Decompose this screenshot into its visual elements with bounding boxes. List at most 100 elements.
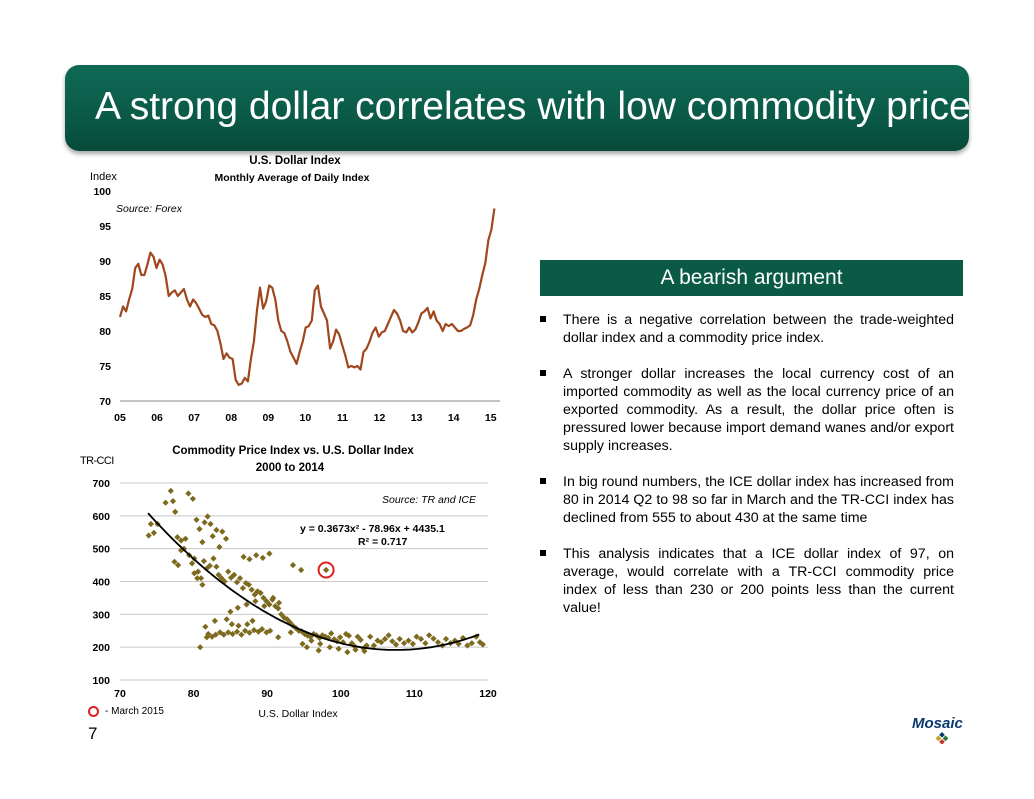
scatter-point — [167, 487, 174, 495]
chart2-y-tick-label: 300 — [92, 609, 110, 621]
scatter-point — [303, 644, 311, 651]
scatter-point — [409, 640, 417, 648]
chart2-equation: y = 0.3673x² - 78.96x + 4435.1 — [300, 523, 445, 535]
scatter-point — [259, 554, 266, 562]
scatter-point — [253, 552, 260, 559]
scatter-point — [297, 566, 305, 574]
chart1-y-tick-label: 95 — [99, 221, 111, 233]
scatter-point — [204, 513, 211, 520]
scatter-point — [199, 538, 206, 546]
logo-text: Mosaic — [912, 715, 964, 732]
scatter-point — [244, 621, 251, 628]
chart1-x-tick-label: 11 — [337, 412, 348, 424]
scatter-point — [145, 532, 152, 539]
chart1-subtitle: Monthly Average of Daily Index — [214, 172, 369, 184]
chart1-source: Source: Forex — [116, 203, 183, 215]
scatter-point — [222, 535, 230, 542]
chart2-trendline — [147, 512, 480, 651]
square-bullet-icon — [540, 316, 546, 322]
dollar-index-line-chart: U.S. Dollar Index Monthly Average of Dai… — [90, 155, 500, 424]
chart1-title: U.S. Dollar Index — [249, 155, 341, 167]
chart2-y-tick-label: 500 — [92, 544, 110, 556]
chart1-y-tick-label: 100 — [93, 186, 111, 198]
scatter-point — [260, 594, 267, 602]
scatter-point — [169, 497, 177, 505]
chart2-axes: 100 200 300 400 500 600 700 70 80 90 100 110 120 — [92, 478, 496, 700]
scatter-point — [240, 553, 247, 561]
bullet-item: There is a negative correlation between … — [540, 311, 954, 347]
scatter-point — [201, 519, 208, 526]
chart2-y-tick-label: 700 — [92, 478, 110, 490]
chart1-x-tick-label: 14 — [448, 412, 460, 424]
scatter-point — [425, 632, 433, 639]
march-legend: - March 2015 — [88, 706, 164, 717]
chart2-r-squared: R² = 0.717 — [358, 536, 407, 548]
scatter-point — [246, 556, 253, 563]
chart1-x-tick-label: 08 — [225, 412, 237, 424]
chart2-xlabel: U.S. Dollar Index — [258, 708, 338, 720]
scatter-point — [248, 586, 255, 593]
chart2-x-tick-label: 120 — [479, 688, 497, 700]
chart1-y-tick-label: 90 — [99, 256, 111, 268]
red-circle-icon — [88, 706, 99, 717]
chart2-x-tick-label: 70 — [114, 688, 126, 700]
square-bullet-icon — [540, 550, 546, 556]
chart2-x-tick-label: 80 — [188, 688, 200, 700]
scatter-point — [249, 617, 256, 625]
scatter-point — [213, 563, 220, 570]
bullet-text: There is a negative correlation between … — [563, 312, 954, 346]
square-bullet-icon — [540, 370, 546, 376]
highlight-point — [322, 566, 330, 574]
scatter-point — [235, 622, 242, 629]
scatter-point — [234, 604, 241, 611]
scatter-point — [211, 617, 219, 625]
slide-title: A strong dollar correlates with low comm… — [95, 85, 991, 128]
scatter-point — [299, 640, 306, 648]
chart1-x-tick-label: 07 — [188, 412, 200, 424]
scatter-point — [202, 623, 209, 630]
chart1-axes: 70 75 80 85 90 95 100 05 06 07 08 09 10 11 12 13 14 15 — [93, 186, 500, 424]
scatter-point — [266, 550, 273, 557]
bullet-item: This analysis indicates that a ICE dolla… — [540, 545, 954, 617]
side-panel-header: A bearish argument — [540, 260, 963, 296]
scatter-point — [361, 647, 368, 655]
bullet-text: A stronger dollar increases the local cu… — [563, 366, 954, 454]
scatter-point — [200, 557, 208, 565]
scatter-point — [194, 575, 201, 582]
scatter-point — [225, 568, 232, 575]
commodity-vs-dollar-scatter-chart: Commodity Price Index vs. U.S. Dollar In… — [80, 445, 497, 720]
scatter-point — [185, 490, 192, 497]
march-2015-marker — [317, 561, 335, 579]
scatter-point — [216, 543, 223, 551]
scatter-point — [209, 533, 216, 540]
scatter-point — [434, 639, 442, 646]
chart1-ylabel: Index — [90, 171, 117, 183]
scatter-point — [367, 633, 374, 640]
title-bar: A strong dollar correlates with low comm… — [65, 65, 990, 151]
scatter-point — [317, 640, 324, 648]
chart2-y-tick-label: 100 — [92, 675, 110, 687]
chart1-series-line — [118, 208, 496, 386]
scatter-point — [344, 648, 351, 656]
chart2-x-tick-label: 110 — [406, 688, 423, 700]
chart2-x-tick-label: 100 — [332, 688, 350, 700]
scatter-point — [275, 634, 282, 641]
scatter-point — [207, 520, 214, 528]
scatter-point — [213, 526, 220, 534]
page-number: 7 — [88, 724, 98, 743]
mosaic-logo: Mosaic — [912, 715, 964, 744]
scatter-point — [150, 529, 158, 537]
chart2-ylabel: TR-CCI — [80, 455, 114, 467]
scatter-point — [172, 508, 179, 516]
scatter-point — [289, 561, 297, 569]
bullet-text: This analysis indicates that a ICE dolla… — [563, 546, 954, 616]
scatter-point — [199, 581, 206, 588]
scatter-point — [162, 499, 169, 506]
scatter-point — [223, 616, 230, 623]
scatter-point — [326, 644, 333, 651]
chart2-y-tick-label: 400 — [92, 577, 110, 589]
bullet-item: A stronger dollar increases the local cu… — [540, 365, 954, 455]
scatter-point — [328, 630, 335, 637]
scatter-point — [396, 635, 403, 643]
chart1-x-tick-label: 15 — [485, 412, 497, 424]
